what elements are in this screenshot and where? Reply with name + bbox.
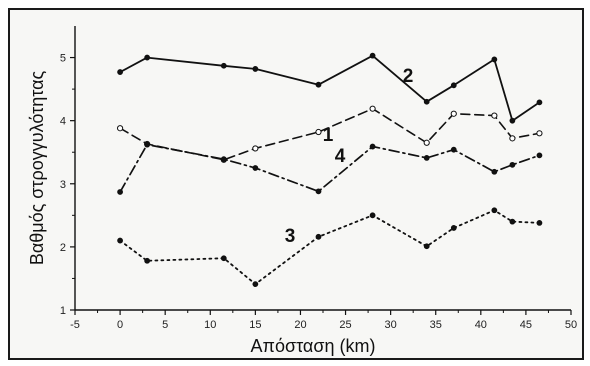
data-point-series-2 [315, 81, 322, 88]
chart-frame [8, 8, 584, 360]
data-point-series-4 [536, 152, 543, 159]
x-tick-label: -5 [70, 319, 80, 331]
data-point-series-1 [491, 112, 498, 119]
data-point-series-4 [369, 143, 376, 150]
data-point-series-4 [491, 168, 498, 175]
x-tick-label: 25 [339, 319, 351, 331]
data-point-series-1 [423, 139, 430, 146]
data-point-series-1 [536, 130, 543, 137]
y-tick-label: 1 [60, 305, 66, 317]
series-markers [116, 52, 543, 288]
y-axis-title: Βαθμός στρογγυλότητας [27, 71, 47, 266]
series-labels: 2 14 3 [285, 66, 414, 247]
x-tick-label: 20 [294, 319, 306, 331]
data-point-series-3 [423, 243, 430, 250]
y-tick-label: 5 [60, 53, 66, 65]
data-point-series-1 [450, 110, 457, 117]
data-point-series-1 [116, 125, 124, 132]
data-point-series-1 [252, 145, 259, 152]
data-point-series-3 [144, 257, 151, 264]
x-tick-label: 10 [204, 319, 216, 331]
data-point-series-4 [144, 141, 151, 148]
data-point-series-2 [536, 99, 543, 106]
x-axis-title: Απόσταση (km) [251, 336, 376, 356]
y-tick-label: 3 [60, 179, 66, 191]
data-point-series-3 [220, 255, 227, 262]
x-tick-label: 5 [162, 319, 168, 331]
data-point-series-4 [252, 165, 259, 171]
series-line-3 [119, 209, 541, 286]
series-label-1: 1 [323, 125, 334, 146]
data-point-series-4 [509, 161, 516, 168]
x-tick-label: 50 [565, 319, 577, 331]
data-point-series-3 [315, 233, 322, 240]
x-tick-label: 0 [117, 319, 123, 331]
data-point-series-4 [423, 155, 430, 161]
data-point-series-2 [369, 52, 376, 59]
x-tick-label: 15 [249, 319, 261, 331]
data-point-series-1 [509, 135, 516, 142]
data-point-series-3 [252, 281, 259, 288]
data-point-series-2 [252, 66, 259, 72]
data-point-series-2 [144, 54, 151, 61]
data-point-series-4 [117, 189, 123, 195]
series-label-2: 2 [403, 66, 414, 87]
x-tick-label: 30 [385, 319, 397, 331]
x-tick-label: 40 [475, 319, 487, 331]
x-tick-label: 35 [430, 319, 442, 331]
data-point-series-2 [423, 98, 430, 105]
series-line-2 [119, 54, 541, 122]
data-point-series-3 [450, 225, 457, 231]
data-point-series-2 [491, 56, 498, 63]
data-point-series-3 [369, 212, 376, 219]
data-point-series-2 [117, 69, 123, 75]
data-point-series-1 [369, 105, 376, 112]
data-point-series-4 [450, 146, 457, 153]
y-tick-label: 4 [60, 116, 66, 128]
series-label-3: 3 [285, 226, 296, 247]
data-point-series-2 [509, 117, 516, 124]
data-point-series-2 [220, 62, 227, 69]
data-point-series-4 [315, 188, 322, 195]
series-label-4: 4 [335, 146, 346, 167]
data-point-series-2 [450, 82, 457, 89]
y-tick-label: 2 [60, 242, 66, 254]
data-point-series-3 [117, 237, 123, 244]
data-point-series-4 [220, 156, 227, 163]
x-tick-label: 45 [520, 319, 532, 331]
data-point-series-1 [315, 128, 322, 136]
data-point-series-3 [536, 220, 543, 226]
data-point-series-3 [491, 207, 498, 214]
series-lines [119, 54, 541, 286]
series-line-4 [119, 143, 541, 193]
data-point-series-3 [509, 218, 516, 225]
